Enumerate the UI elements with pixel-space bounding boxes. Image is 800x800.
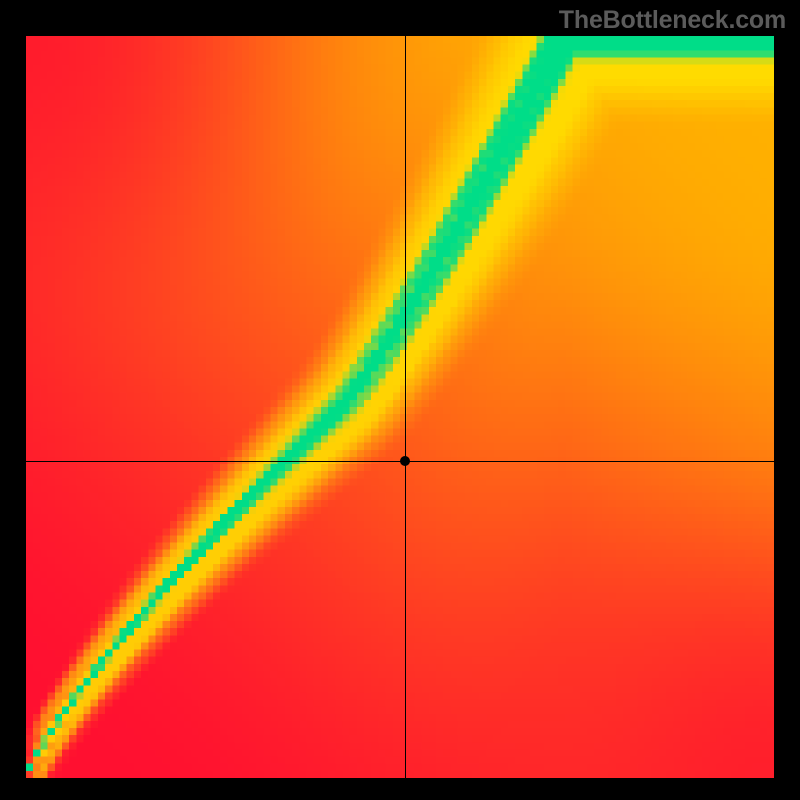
bottleneck-heatmap — [26, 36, 774, 778]
crosshair-vertical — [405, 36, 406, 778]
watermark-text: TheBottleneck.com — [559, 6, 786, 35]
chart-container: { "type": "heatmap", "source_watermark":… — [0, 0, 800, 800]
